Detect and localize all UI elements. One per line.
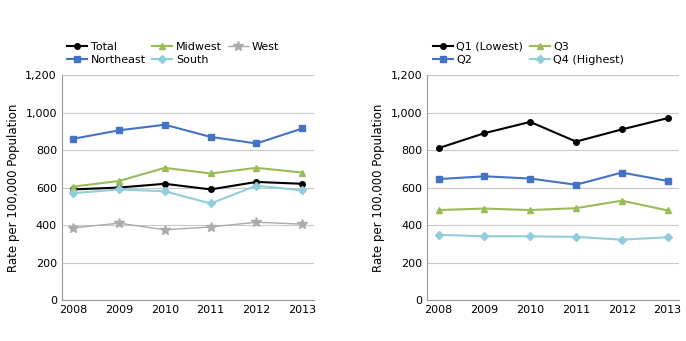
Total [298, 182, 307, 186]
Northeast [115, 128, 123, 132]
Q3 [434, 208, 442, 212]
Y-axis label: Rate per 100,000 Population: Rate per 100,000 Population [372, 103, 385, 272]
Midwest [115, 179, 123, 183]
Q1 (Lowest) [526, 120, 534, 124]
West [252, 220, 261, 224]
Q1 (Lowest) [572, 139, 580, 144]
Q1 (Lowest) [434, 146, 442, 150]
South [252, 183, 261, 188]
Y-axis label: Rate per 100,000 Population: Rate per 100,000 Population [7, 103, 20, 272]
Line: Q2: Q2 [436, 170, 670, 188]
Q4 (Highest) [663, 235, 672, 239]
Q4 (Highest) [434, 233, 442, 237]
Northeast [69, 137, 78, 141]
Q1 (Lowest) [480, 131, 488, 135]
Midwest [252, 166, 261, 170]
Line: Midwest: Midwest [70, 164, 306, 190]
Northeast [161, 123, 169, 127]
South [161, 189, 169, 193]
South [115, 188, 123, 192]
Q3 [572, 206, 580, 210]
Q2 [480, 174, 488, 178]
Q1 (Lowest) [663, 116, 672, 120]
Line: Northeast: Northeast [71, 122, 305, 146]
Q3 [526, 208, 534, 212]
Q2 [572, 183, 580, 187]
Line: Q1 (Lowest): Q1 (Lowest) [436, 115, 670, 151]
Midwest [298, 170, 307, 175]
Q1 (Lowest) [618, 127, 626, 131]
Q4 (Highest) [572, 235, 580, 239]
Northeast [252, 142, 261, 146]
Line: South: South [71, 183, 305, 206]
West [69, 226, 78, 230]
South [69, 191, 78, 195]
West [115, 221, 123, 225]
Midwest [69, 184, 78, 189]
Legend: Q1 (Lowest), Q2, Q3, Q4 (Highest): Q1 (Lowest), Q2, Q3, Q4 (Highest) [433, 42, 624, 65]
Q3 [663, 208, 672, 212]
Midwest [161, 166, 169, 170]
Midwest [206, 172, 215, 176]
West [161, 228, 169, 232]
Line: Q4 (Highest): Q4 (Highest) [436, 232, 670, 242]
Q2 [526, 177, 534, 181]
Northeast [206, 135, 215, 139]
Total [252, 180, 261, 184]
Total [161, 182, 169, 186]
Q2 [434, 177, 442, 181]
Total [69, 188, 78, 192]
Q4 (Highest) [480, 234, 488, 238]
Total [206, 188, 215, 192]
Line: West: West [69, 217, 307, 235]
Q4 (Highest) [618, 238, 626, 242]
Q2 [618, 170, 626, 175]
West [206, 225, 215, 229]
South [206, 202, 215, 206]
Northeast [298, 127, 307, 131]
Line: Total: Total [71, 179, 305, 192]
West [298, 222, 307, 226]
Q2 [663, 179, 672, 183]
Q3 [618, 198, 626, 203]
Line: Q3: Q3 [435, 197, 671, 214]
Q3 [480, 207, 488, 211]
Q4 (Highest) [526, 234, 534, 238]
South [298, 188, 307, 192]
Legend: Total, Northeast, Midwest, South, West: Total, Northeast, Midwest, South, West [67, 42, 279, 65]
Total [115, 186, 123, 190]
